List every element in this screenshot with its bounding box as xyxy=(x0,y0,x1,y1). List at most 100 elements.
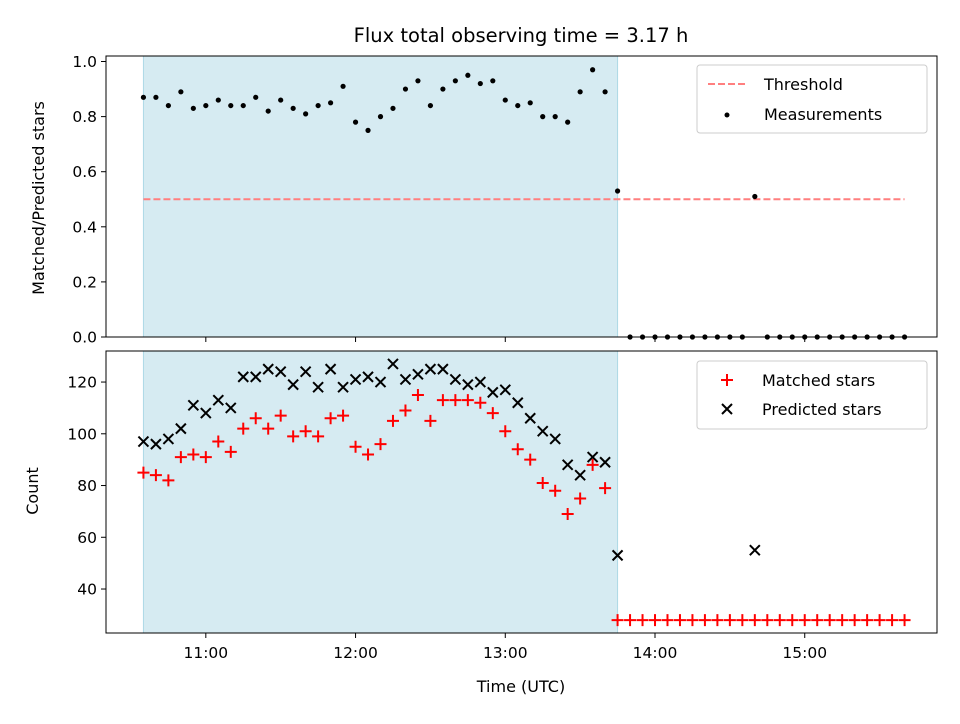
measurement-point xyxy=(165,102,171,109)
measurement-point xyxy=(253,94,259,100)
predicted-star-point xyxy=(287,378,299,391)
matched-star-point xyxy=(474,396,487,409)
matched-star-point xyxy=(673,614,686,627)
matched-star-point xyxy=(324,412,337,425)
matched-star-point xyxy=(574,492,587,505)
measurement-point xyxy=(402,86,409,92)
predicted-star-point xyxy=(250,371,262,383)
measurement-point xyxy=(465,72,471,78)
matched-star-point xyxy=(836,614,849,627)
matched-star-point xyxy=(786,614,799,627)
bottom-observing-interval xyxy=(142,350,619,634)
top-y-axis-label: Matched/Predicted stars xyxy=(29,101,48,295)
legend-threshold-label: Threshold xyxy=(763,75,843,94)
matched-star-point xyxy=(399,404,412,417)
top-observing-interval xyxy=(142,55,619,338)
measurement-point xyxy=(565,119,571,125)
matched-star-point xyxy=(312,430,325,443)
matched-star-point xyxy=(811,614,824,627)
matched-star-point xyxy=(549,484,562,497)
predicted-star-point xyxy=(324,363,337,375)
measurement-point xyxy=(278,97,284,103)
bottom-legend: Matched stars Predicted stars xyxy=(696,360,928,430)
measurement-point xyxy=(365,127,371,133)
measurement-point xyxy=(140,94,147,100)
matched-star-point xyxy=(711,614,724,627)
bottom-y-tick-label: 80 xyxy=(77,477,97,495)
measurement-point xyxy=(303,111,309,117)
matched-star-point xyxy=(761,614,774,627)
measurement-point xyxy=(240,102,246,109)
legend-measurements-label: Measurements xyxy=(764,105,882,124)
legend-matched-label: Matched stars xyxy=(762,371,875,390)
predicted-star-point xyxy=(537,425,549,437)
matched-star-point xyxy=(511,443,524,456)
matched-star-point xyxy=(599,482,612,495)
top-y-tick-label: 0.4 xyxy=(72,218,97,236)
matched-star-point xyxy=(461,394,474,407)
measurement-point xyxy=(340,83,346,89)
x-tick-label: 13:00 xyxy=(483,644,528,662)
predicted-star-point xyxy=(299,365,312,378)
measurement-point xyxy=(590,67,596,73)
measurement-point xyxy=(153,94,159,100)
legend-measurements-swatch xyxy=(724,112,730,118)
matched-star-point xyxy=(723,614,736,627)
matched-star-point xyxy=(137,466,150,479)
matched-star-point xyxy=(736,614,749,627)
chart-title: Flux total observing time = 3.17 h xyxy=(354,24,689,47)
matched-star-point xyxy=(773,614,786,627)
predicted-star-point xyxy=(374,376,387,388)
predicted-star-point xyxy=(499,384,511,396)
top-y-tick-label: 0.6 xyxy=(72,163,97,181)
predicted-star-point xyxy=(512,397,524,409)
x-tick-label: 11:00 xyxy=(183,644,228,662)
predicted-star-point xyxy=(561,459,574,471)
measurement-point xyxy=(290,105,296,111)
predicted-star-point xyxy=(362,371,374,383)
top-axes-frame xyxy=(105,55,938,338)
top-y-tick-label: 0.0 xyxy=(72,329,97,347)
matched-star-point xyxy=(349,440,362,453)
top-y-tick-label: 1.0 xyxy=(72,53,97,71)
measurement-point xyxy=(752,193,758,200)
predicted-star-point xyxy=(274,365,287,378)
predicted-star-point xyxy=(162,433,175,445)
measurement-point xyxy=(577,89,583,95)
legend-predicted-swatch xyxy=(721,403,733,415)
predicted-star-point xyxy=(449,373,462,386)
matched-star-point xyxy=(524,453,537,466)
bottom-y-tick-label: 100 xyxy=(67,425,97,443)
matched-star-point xyxy=(162,474,175,487)
matched-star-point xyxy=(174,451,187,464)
top-y-tick-label: 0.2 xyxy=(72,273,97,291)
measurement-point xyxy=(614,188,621,194)
predicted-star-point xyxy=(137,435,150,448)
predicted-star-point xyxy=(312,381,324,393)
matched-star-point xyxy=(237,422,250,435)
predicted-star-point xyxy=(349,373,362,386)
matched-star-point xyxy=(886,614,899,627)
measurement-point xyxy=(440,86,446,92)
predicted-star-point xyxy=(586,451,599,463)
measurement-point xyxy=(427,102,434,109)
predicted-star-point xyxy=(574,469,586,481)
measurement-point xyxy=(477,80,483,87)
matched-star-point xyxy=(823,614,836,627)
predicted-star-point xyxy=(262,363,274,375)
matched-star-point xyxy=(748,614,761,627)
matched-star-point xyxy=(374,438,387,451)
predicted-star-point xyxy=(487,386,499,399)
matched-star-point xyxy=(212,435,225,448)
predicted-star-point xyxy=(237,371,249,383)
measurement-point xyxy=(215,97,221,103)
matched-star-point xyxy=(436,394,449,407)
predicted-star-point xyxy=(412,368,424,380)
matched-star-point xyxy=(262,422,275,435)
matched-star-point xyxy=(386,414,399,427)
predicted-star-point xyxy=(225,402,237,414)
predicted-star-point xyxy=(187,399,200,412)
measurement-point xyxy=(315,102,321,109)
x-tick-label: 15:00 xyxy=(782,644,827,662)
measurement-point xyxy=(540,114,546,120)
